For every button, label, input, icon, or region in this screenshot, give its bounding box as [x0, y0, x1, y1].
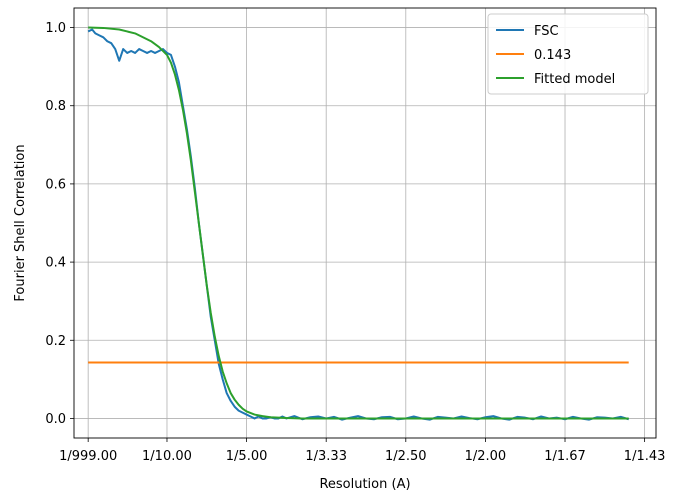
legend-label: 0.143: [534, 48, 571, 63]
x-axis-label: Resolution (A): [319, 477, 410, 492]
y-axis-ticks: 0.0 0.2 0.4 0.6 0.8 1.0: [45, 21, 74, 427]
y-tick-label: 1.0: [45, 21, 66, 36]
y-tick-label: 0.2: [45, 334, 66, 349]
legend-label: FSC: [534, 24, 559, 39]
x-tick-label: 1/3.33: [305, 449, 347, 464]
x-axis-ticks: 1/999.00 1/10.00 1/5.00 1/3.33 1/2.50 1/2.00 1…: [59, 438, 665, 464]
legend-label: Fitted model: [534, 72, 615, 87]
x-tick-label: 1/2.00: [465, 449, 507, 464]
x-tick-label: 1/5.00: [226, 449, 268, 464]
y-tick-label: 0.4: [45, 256, 66, 271]
x-tick-label: 1/1.67: [544, 449, 586, 464]
y-axis-label: Fourier Shell Correlation: [13, 144, 28, 301]
x-tick-label: 1/10.00: [142, 449, 192, 464]
y-tick-label: 0.8: [45, 99, 66, 114]
axes-frame: [73, 7, 657, 439]
series-line-fitted-model: [88, 26, 629, 420]
x-tick-label: 1/2.50: [385, 449, 427, 464]
x-tick-label: 1/999.00: [59, 449, 117, 464]
y-tick-label: 0.0: [45, 412, 66, 427]
x-tick-label: 1/1.43: [624, 449, 666, 464]
y-tick-label: 0.6: [45, 177, 66, 192]
legend: FSC 0.143 Fitted model: [487, 13, 649, 95]
legend-box: [487, 13, 649, 95]
series-group: [87, 26, 629, 421]
